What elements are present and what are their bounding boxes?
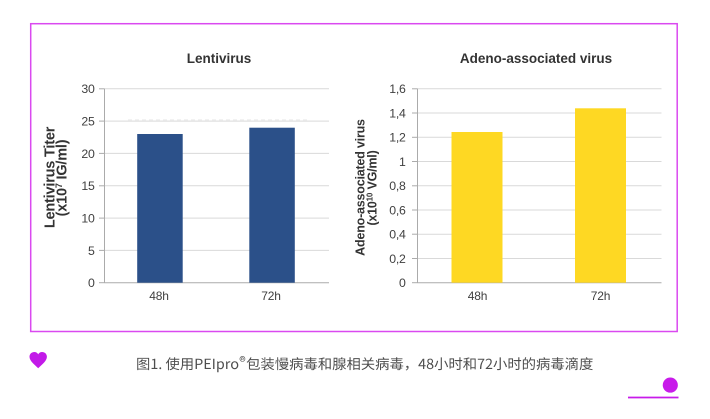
svg-text:Adeno-associated virus: Adeno-associated virus xyxy=(460,51,612,66)
svg-text:48h: 48h xyxy=(149,289,168,303)
svg-text:1,6: 1,6 xyxy=(389,82,406,96)
svg-text:Lentivirus: Lentivirus xyxy=(187,51,252,66)
svg-text:5: 5 xyxy=(88,244,95,258)
svg-text:25: 25 xyxy=(81,115,95,129)
svg-text:72h: 72h xyxy=(591,289,610,303)
svg-text:0,2: 0,2 xyxy=(389,252,406,266)
svg-text:(x107 IG/ml): (x107 IG/ml) xyxy=(54,139,71,216)
svg-text:1: 1 xyxy=(399,155,406,169)
svg-text:48h: 48h xyxy=(468,289,487,303)
svg-text:30: 30 xyxy=(81,82,95,96)
svg-text:Adeno-associated virus: Adeno-associated virus xyxy=(353,119,367,256)
svg-text:15: 15 xyxy=(81,179,95,193)
svg-text:20: 20 xyxy=(81,147,95,161)
svg-text:1,4: 1,4 xyxy=(389,106,406,120)
svg-text:0,4: 0,4 xyxy=(389,228,406,242)
svg-text:1,2: 1,2 xyxy=(389,131,406,145)
svg-text:Lentivirus Titer: Lentivirus Titer xyxy=(42,126,58,228)
svg-text:0,6: 0,6 xyxy=(389,203,406,217)
svg-text:(x1010 VG/ml): (x1010 VG/ml) xyxy=(365,150,379,225)
svg-text:0: 0 xyxy=(88,276,95,290)
svg-text:0,8: 0,8 xyxy=(389,179,406,193)
svg-text:72h: 72h xyxy=(261,289,280,303)
svg-text:10: 10 xyxy=(81,212,95,226)
svg-text:0: 0 xyxy=(399,276,406,290)
